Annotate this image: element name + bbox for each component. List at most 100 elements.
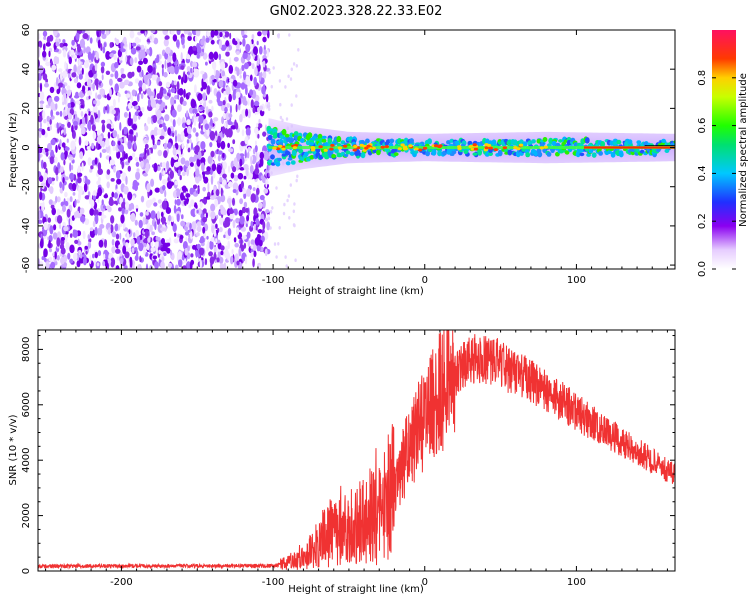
noise-speck (70, 164, 74, 171)
noise-speck (240, 82, 246, 90)
noise-speck (247, 109, 251, 119)
signal-blob (522, 141, 528, 148)
noise-speck (210, 74, 215, 80)
noise-speck (48, 256, 53, 262)
signal-blob (591, 153, 597, 157)
noise-speck (49, 225, 54, 235)
noise-speck (242, 37, 246, 47)
noise-speck (207, 155, 213, 164)
noise-speck (174, 64, 179, 75)
noise-speck (139, 255, 142, 263)
noise-speck (268, 107, 271, 111)
x-tick-label: -100 (262, 577, 285, 588)
noise-speck (112, 146, 116, 151)
y-tick-label: -40 (21, 218, 32, 234)
noise-speck (233, 40, 238, 46)
noise-speck (206, 166, 211, 172)
noise-speck (258, 264, 262, 269)
noise-speck (196, 243, 201, 250)
noise-speck (186, 110, 189, 118)
noise-speck (210, 203, 216, 212)
noise-speck (196, 190, 198, 194)
noise-speck (216, 239, 221, 244)
noise-speck (182, 171, 186, 177)
noise-speck (140, 160, 144, 168)
signal-hotspot (493, 148, 499, 152)
signal-hotspot (352, 148, 357, 152)
noise-speck (46, 36, 51, 44)
noise-speck (150, 178, 155, 187)
noise-speck (100, 66, 105, 74)
x-tick-label: -200 (110, 577, 133, 588)
noise-speck (42, 30, 48, 37)
noise-speck (167, 127, 172, 136)
noise-speck (87, 157, 92, 166)
noise-speck (229, 105, 232, 114)
noise-speck (184, 160, 190, 167)
noise-speck (201, 162, 205, 172)
noise-speck (245, 75, 250, 86)
noise-speck (251, 63, 255, 70)
noise-speck (61, 142, 66, 148)
noise-speck (127, 247, 132, 252)
noise-speck (70, 219, 73, 226)
signal-hotspot (310, 148, 316, 152)
signal-hotspot (330, 143, 335, 147)
noise-speck (228, 113, 233, 118)
noise-speck (140, 30, 145, 34)
noise-speck (49, 86, 55, 94)
noise-speck (131, 89, 136, 97)
noise-speck (153, 202, 158, 207)
noise-speck (186, 126, 192, 134)
noise-speck (105, 70, 111, 76)
noise-speck (125, 201, 129, 211)
noise-speck (213, 185, 217, 194)
noise-speck (111, 191, 115, 198)
noise-speck (92, 131, 97, 140)
noise-speck (168, 89, 171, 94)
noise-speck (102, 260, 106, 267)
noise-speck (227, 142, 231, 149)
noise-speck (215, 223, 218, 229)
noise-speck (225, 40, 230, 47)
noise-speck (163, 142, 168, 150)
noise-speck (138, 60, 144, 65)
noise-speck (97, 187, 103, 197)
noise-speck (100, 82, 104, 87)
noise-speck (269, 226, 272, 230)
noise-speck (260, 157, 264, 167)
noise-speck (253, 76, 257, 86)
signal-blob (321, 138, 327, 143)
noise-speck (193, 154, 198, 161)
signal-blob (331, 154, 336, 159)
noise-speck (47, 177, 53, 185)
noise-speck (260, 175, 265, 180)
noise-speck (172, 52, 177, 62)
noise-speck (42, 148, 46, 154)
noise-speck (297, 48, 300, 52)
noise-speck (220, 250, 224, 256)
noise-speck (193, 68, 197, 72)
noise-speck (199, 259, 202, 269)
noise-speck (220, 140, 226, 150)
noise-speck (150, 247, 156, 252)
noise-speck (231, 249, 234, 255)
noise-speck (181, 76, 184, 85)
noise-speck (127, 117, 132, 127)
noise-speck (125, 175, 128, 185)
noise-speck (142, 57, 148, 65)
noise-speck (97, 176, 101, 182)
noise-speck (238, 97, 241, 106)
noise-speck (110, 261, 115, 268)
noise-speck (225, 103, 231, 108)
noise-speck (101, 123, 106, 133)
noise-speck (258, 46, 263, 55)
signal-blob (655, 148, 661, 153)
noise-speck (125, 141, 129, 146)
signal-blob (285, 161, 291, 166)
noise-speck (173, 80, 177, 86)
noise-speck (80, 127, 86, 135)
noise-speck (119, 232, 122, 240)
noise-speck (112, 98, 116, 108)
